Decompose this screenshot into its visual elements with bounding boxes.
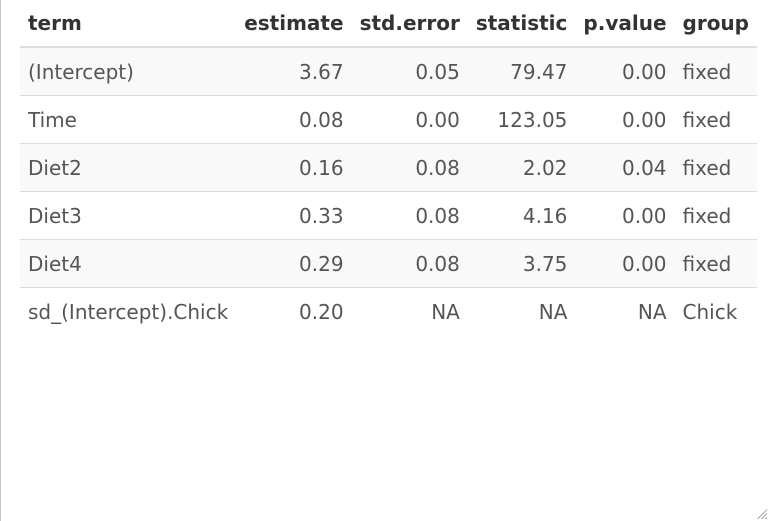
cell-estimate: 0.33 xyxy=(236,191,352,240)
cell-estimate: 0.29 xyxy=(236,239,352,288)
cell-p-value: 0.00 xyxy=(575,239,675,288)
cell-std-error: 0.05 xyxy=(351,47,468,96)
cell-p-value: 0.00 xyxy=(575,95,675,144)
column-header-p-value: p.value xyxy=(575,0,675,48)
cell-estimate: 3.67 xyxy=(236,47,352,96)
cell-p-value: 0.04 xyxy=(575,143,675,192)
cell-term: (Intercept) xyxy=(20,47,237,96)
cell-group: Chick xyxy=(682,299,738,324)
results-table: term estimate std.error statistic p.valu… xyxy=(20,0,757,335)
column-header-std-error: std.error xyxy=(351,0,468,48)
cell-group: fixed xyxy=(674,191,757,240)
cell-statistic: 123.05 xyxy=(467,95,576,144)
cell-term: Diet2 xyxy=(20,143,237,192)
cell-estimate: 0.08 xyxy=(236,95,352,144)
cell-std-error: 0.08 xyxy=(351,191,468,240)
cell-statistic: 2.02 xyxy=(467,143,576,192)
cell-estimate: 0.16 xyxy=(236,143,352,192)
table-row: Diet2 0.16 0.08 2.02 0.04 fixed xyxy=(20,143,757,192)
column-header-group: group xyxy=(674,0,757,48)
table-body: (Intercept) 3.67 0.05 79.47 0.00 fixed T… xyxy=(20,47,757,335)
table-row: Diet3 0.33 0.08 4.16 0.00 fixed xyxy=(20,191,757,240)
cell-statistic: 79.47 xyxy=(467,47,576,96)
cell-group: fixed xyxy=(674,239,757,288)
resize-grip-icon[interactable] xyxy=(755,507,767,519)
cell-term: sd_(Intercept).Chick xyxy=(28,299,229,324)
column-header-term: term xyxy=(20,0,237,48)
cell-p-value: 0.00 xyxy=(575,47,675,96)
cell-statistic: NA xyxy=(538,299,568,324)
cell-std-error: 0.00 xyxy=(351,95,468,144)
table-row: Time 0.08 0.00 123.05 0.00 fixed xyxy=(20,95,757,144)
cell-std-error: NA xyxy=(431,299,460,324)
cell-estimate: 0.20 xyxy=(299,299,344,324)
table-header: term estimate std.error statistic p.valu… xyxy=(20,0,757,48)
column-header-estimate: estimate xyxy=(236,0,352,48)
cell-statistic: 3.75 xyxy=(467,239,576,288)
cell-p-value: NA xyxy=(637,299,667,324)
table-row: (Intercept) 3.67 0.05 79.47 0.00 fixed xyxy=(20,47,757,96)
column-header-statistic: statistic xyxy=(467,0,576,48)
cell-std-error: 0.08 xyxy=(351,239,468,288)
header-row: term estimate std.error statistic p.valu… xyxy=(20,0,757,48)
cell-statistic: 4.16 xyxy=(467,191,576,240)
cell-group: fixed xyxy=(674,143,757,192)
cell-term: Diet3 xyxy=(20,191,237,240)
cell-std-error: 0.08 xyxy=(351,143,468,192)
cell-term: Diet4 xyxy=(20,239,237,288)
table-row: Diet4 0.29 0.08 3.75 0.00 fixed xyxy=(20,239,757,288)
table-row: sd_(Intercept).Chick 0.20 NA NA NA Chick xyxy=(20,288,757,336)
cell-group: fixed xyxy=(674,47,757,96)
cell-group: fixed xyxy=(674,95,757,144)
cell-p-value: 0.00 xyxy=(575,191,675,240)
cell-term: Time xyxy=(20,95,237,144)
